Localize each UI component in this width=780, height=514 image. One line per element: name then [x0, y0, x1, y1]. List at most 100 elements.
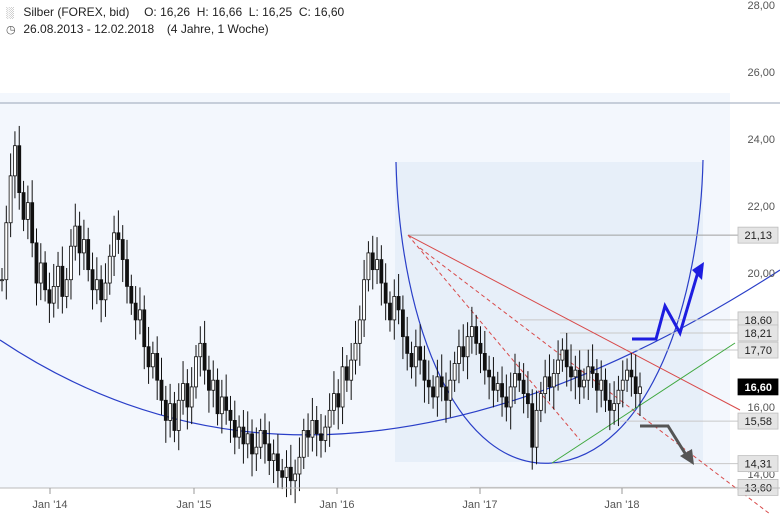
candle-body	[224, 396, 229, 411]
scenario-arrow-down-head	[680, 449, 694, 465]
candle-body	[254, 446, 259, 455]
candle-body	[150, 352, 155, 368]
y-tick-label: 22,00	[747, 201, 775, 213]
candle-body	[228, 409, 233, 421]
price-level-label: 16,60	[744, 382, 772, 394]
candle-body	[409, 352, 414, 368]
candle-body	[99, 279, 104, 301]
candle-body	[362, 279, 367, 321]
y-tick-label: 24,00	[747, 134, 775, 146]
candle-body	[530, 403, 535, 448]
candle-body	[232, 419, 237, 438]
candle-body	[452, 363, 457, 381]
arc-support-line	[0, 269, 780, 436]
candle-body	[4, 222, 9, 281]
candle-body	[556, 359, 560, 374]
candle-body	[513, 373, 517, 388]
candle-body	[47, 289, 52, 304]
candle-body	[616, 389, 621, 405]
candle-body	[521, 379, 526, 395]
chart-header-instrument: ░ Silber (FOREX, bid) O: 16,26 H: 16,66 …	[6, 5, 344, 19]
scenario-arrow-up	[632, 271, 700, 341]
candle-body	[293, 473, 298, 482]
price-level-label: 18,60	[744, 315, 772, 327]
candle-body	[340, 366, 345, 408]
price-level-badge	[737, 412, 779, 430]
candle-body	[633, 376, 638, 395]
candle-body	[526, 393, 530, 405]
resistance-trendline	[407, 234, 741, 411]
price-level-label: 18,21	[744, 328, 772, 340]
candle-body	[155, 352, 160, 381]
price-level-label: 21,13	[744, 230, 772, 242]
price-level-label: 15,58	[744, 416, 772, 428]
candle-body	[77, 225, 82, 254]
candle-body	[13, 145, 17, 177]
candle-body	[491, 376, 496, 391]
candle-body	[383, 282, 388, 304]
candle-body	[258, 430, 263, 448]
candle-body	[284, 466, 289, 478]
candle-body	[504, 396, 509, 408]
candle-body	[176, 399, 181, 431]
candle-body	[547, 376, 552, 388]
candle-body	[215, 379, 220, 415]
candle-body	[482, 352, 487, 371]
candle-body	[237, 426, 241, 438]
candle-body	[461, 346, 466, 358]
candle-body	[586, 366, 591, 381]
candle-body	[538, 393, 543, 411]
price-level-badge	[737, 226, 779, 244]
candle-body	[271, 453, 276, 461]
candle-body	[0, 279, 4, 282]
candle-body	[90, 269, 95, 291]
candle-body	[250, 433, 254, 455]
candle-body	[625, 369, 629, 381]
candle-body	[500, 383, 504, 398]
y-tick-label: 20,00	[747, 268, 775, 280]
candle-body	[517, 373, 522, 381]
candle-body	[599, 379, 604, 391]
candle-body	[577, 369, 582, 388]
duration: (4 Jahre, 1 Woche)	[166, 22, 269, 36]
price-level-label: 17,70	[744, 345, 772, 357]
candle-body	[319, 433, 323, 441]
candle-body	[465, 336, 470, 358]
candle-body	[349, 359, 354, 381]
clock-icon: ◷	[6, 24, 16, 36]
candle-body	[25, 202, 30, 220]
candle-body	[495, 383, 500, 391]
candle-body	[426, 379, 431, 388]
candle-body	[163, 399, 168, 421]
candle-body	[38, 262, 43, 284]
candle-body	[8, 175, 13, 224]
candle-body	[241, 426, 246, 445]
candle-body	[116, 232, 121, 240]
candle-body	[267, 443, 272, 462]
candle-body	[103, 282, 108, 301]
candle-body	[487, 369, 492, 378]
candle-body	[607, 399, 612, 411]
candle-body	[551, 373, 556, 388]
candle-body	[573, 369, 578, 378]
candle-body	[353, 342, 358, 361]
x-tick-label: Jan '15	[176, 499, 211, 511]
candle-body	[405, 336, 410, 354]
candle-body	[43, 262, 48, 291]
candle-body	[444, 386, 448, 401]
candle-body	[60, 265, 65, 297]
date-range: 26.08.2013 - 12.02.2018	[23, 22, 155, 36]
candle-body	[306, 430, 310, 438]
candle-body	[263, 430, 267, 445]
ohlc-values: O: 16,26 H: 16,66 L: 16,25 C: 16,60	[144, 5, 345, 19]
candle-body	[245, 433, 250, 445]
candle-body	[413, 346, 418, 368]
candle-body	[344, 366, 349, 381]
candle-body	[198, 342, 203, 358]
candle-body	[142, 309, 147, 348]
candle-body	[301, 430, 306, 458]
candle-body	[323, 426, 328, 441]
candle-body	[129, 285, 134, 304]
candle-body	[336, 393, 341, 408]
